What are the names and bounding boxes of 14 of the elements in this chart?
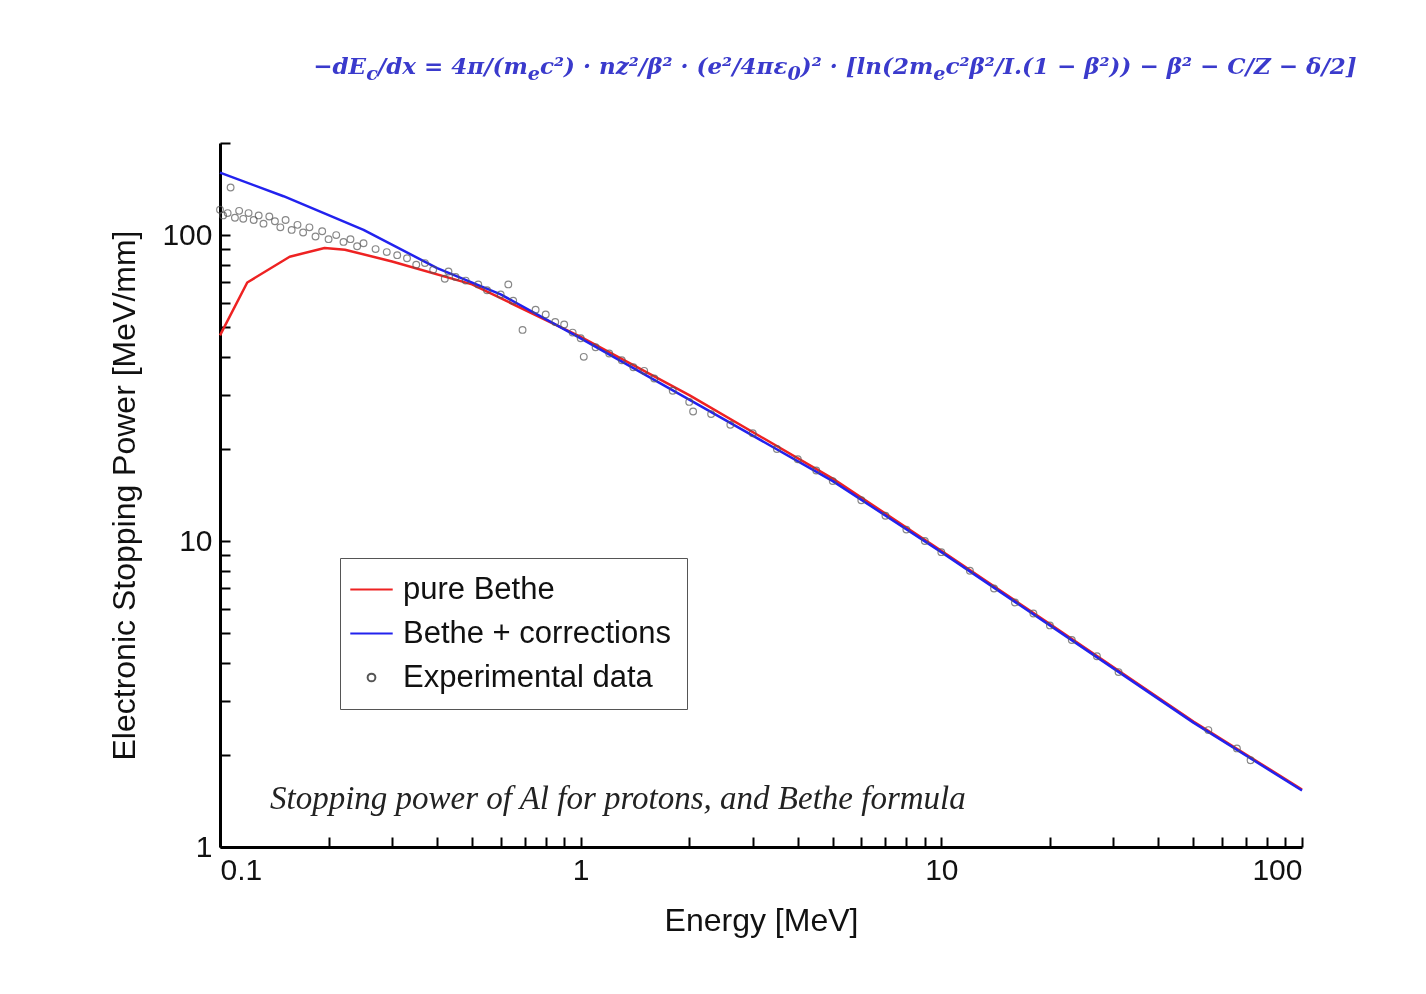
x-axis-title: Energy [MeV]	[664, 901, 859, 938]
y-axis-title: Electronic Stopping Power [MeV/mm]	[106, 230, 143, 761]
annotation: Stopping power of Al for protons, and Bethe formula	[270, 780, 966, 817]
legend-label: pure Bethe	[403, 570, 555, 606]
x-tick-label: 100	[1252, 852, 1303, 886]
x-tick-label: 1	[572, 852, 590, 886]
x-tick-label: 10	[925, 852, 959, 886]
y-tick-label: 10	[179, 523, 213, 557]
legend-label: Bethe + corrections	[403, 614, 671, 650]
y-tick-label: 100	[162, 217, 213, 251]
legend-label: Experimental data	[403, 658, 654, 694]
text: −dE$_{c}$/dx = 4π/(m$_{e}$c²) · nz²/β² · (e²/4πε$_{0}$)² · [ln(2m$_{e}$c²β²/I.(1 − β²)) − β² − C/Z − δ/2]	[313, 52, 1357, 85]
y-tick-label: 1	[195, 829, 213, 863]
x-tick-label: 0.1	[220, 852, 263, 886]
